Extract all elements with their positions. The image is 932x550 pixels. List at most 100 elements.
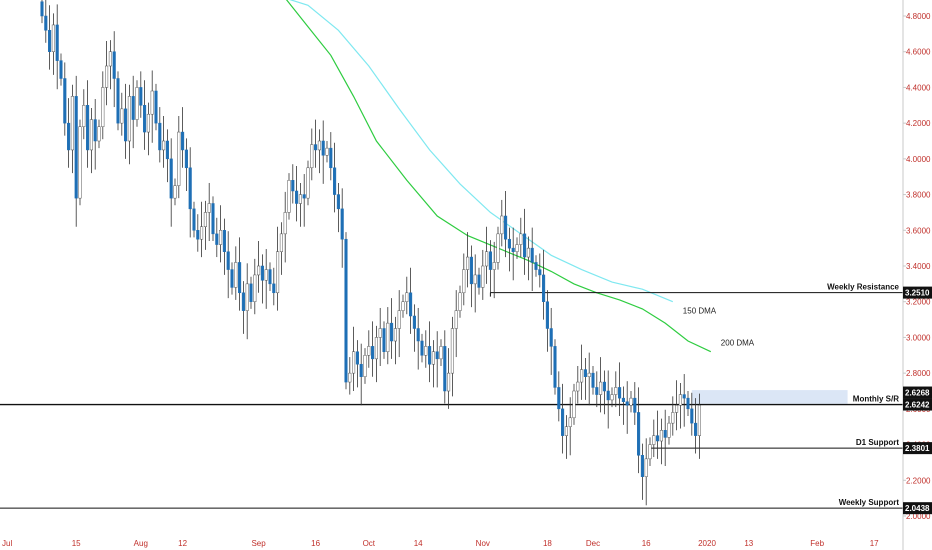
- price-tick-label: 2.8000: [906, 369, 931, 378]
- candle-body: [640, 455, 644, 477]
- time-tick-label: Aug: [134, 539, 148, 548]
- candle-body: [542, 274, 546, 302]
- candle-body: [230, 269, 234, 288]
- candle-body: [44, 15, 48, 31]
- level-label: Weekly Resistance: [827, 283, 899, 292]
- candle-body: [526, 247, 530, 258]
- candle-body: [507, 238, 511, 249]
- candle-body: [485, 251, 489, 267]
- level-label: Weekly Support: [839, 498, 900, 507]
- candle-body: [260, 265, 264, 281]
- candle-body: [188, 167, 192, 210]
- candle-body: [378, 328, 382, 338]
- candle-body: [553, 346, 557, 388]
- time-tick-label: 12: [178, 539, 187, 548]
- candle-body: [583, 369, 587, 377]
- candle-body: [545, 301, 549, 329]
- price-tick-label: 2.0000: [906, 512, 931, 521]
- time-tick-label: Dec: [586, 539, 600, 548]
- time-tick-label: Feb: [810, 539, 824, 548]
- candle-body: [165, 140, 169, 160]
- candle-body: [67, 122, 71, 151]
- candle-body: [576, 381, 580, 392]
- candle-body: [295, 190, 299, 204]
- price-tick-label: 3.0000: [906, 333, 931, 342]
- candle-body: [74, 96, 78, 199]
- time-axis[interactable]: Jul 15 Aug 12 Sep 16 Oct 14 Nov 18 Dec 16 2020 13 Feb 1…: [2, 539, 879, 548]
- candle-body: [697, 405, 701, 436]
- candle-body: [678, 394, 682, 406]
- candle-body: [234, 262, 238, 288]
- candle-body: [549, 328, 553, 347]
- candle-body: [352, 351, 356, 374]
- moving-average-layer: 150 DMA 200 DMA: [285, 0, 755, 353]
- candle-body: [124, 108, 128, 142]
- current-price-badge-text: 2.6268: [905, 389, 930, 398]
- candle-body: [610, 394, 614, 401]
- candle-body: [97, 126, 101, 142]
- candle-body: [371, 346, 375, 360]
- candle-body: [458, 292, 462, 311]
- candle-body: [424, 346, 428, 356]
- ma-200-label: 200 DMA: [721, 339, 755, 348]
- candle-body: [112, 51, 116, 79]
- candle-body: [105, 65, 109, 88]
- candle-body: [409, 292, 413, 317]
- candle-body: [500, 215, 504, 235]
- candle-body: [139, 87, 143, 106]
- candle-body: [101, 87, 105, 127]
- level-badge-text: 2.0438: [905, 504, 930, 513]
- candle-body: [89, 119, 93, 151]
- level-label: Monthly S/R: [853, 395, 899, 404]
- candle-body: [146, 113, 150, 133]
- candle-body: [177, 131, 181, 186]
- candle-body: [264, 269, 268, 281]
- plot-area: 150 DMA 200 DMA Weekly Resistance Monthly …: [0, 0, 903, 509]
- price-tick-label: 3.6000: [906, 226, 931, 235]
- candle-body: [249, 283, 253, 302]
- candle-body: [162, 140, 166, 151]
- candle-body: [568, 417, 572, 427]
- level-badge-text: 2.6242: [905, 401, 930, 410]
- candle-body: [382, 328, 386, 352]
- time-tick-label: Oct: [363, 539, 376, 548]
- candle-body: [686, 397, 690, 410]
- candle-body: [462, 269, 466, 294]
- candle-body: [690, 408, 694, 424]
- price-axis[interactable]: 2.00002.20002.40002.60002.80003.00003.20…: [902, 0, 932, 550]
- candle-body: [291, 180, 295, 192]
- candle-body: [207, 203, 211, 213]
- candle-body: [450, 328, 454, 374]
- level-badge-text: 2.3801: [905, 444, 930, 453]
- time-tick-label: Sep: [251, 539, 266, 548]
- time-tick-label: 14: [414, 539, 423, 548]
- level-badge: [903, 286, 932, 299]
- candle-body: [127, 96, 131, 142]
- candle-body: [431, 351, 435, 365]
- candle-body: [302, 194, 306, 199]
- candle-body: [374, 337, 378, 360]
- candle-body: [621, 397, 625, 402]
- candle-body: [659, 430, 663, 442]
- candle-body: [306, 167, 310, 199]
- price-tick-label: 4.4000: [906, 83, 931, 92]
- candle-body: [534, 262, 538, 270]
- candle-body: [519, 233, 523, 245]
- candle-body: [279, 233, 283, 252]
- candle-body: [428, 346, 432, 365]
- candle-body: [439, 346, 443, 360]
- candle-body: [283, 212, 287, 235]
- candle-body: [93, 119, 97, 142]
- candle-body: [329, 147, 333, 169]
- candle-body: [154, 90, 158, 124]
- candle-body: [310, 144, 314, 169]
- candle-body: [63, 78, 67, 124]
- candle-body: [606, 390, 610, 401]
- candle-body: [496, 233, 500, 263]
- time-tick-label: 17: [870, 539, 879, 548]
- candle-body: [629, 397, 633, 406]
- ma-150-line: [289, 0, 674, 303]
- candle-body: [169, 158, 173, 199]
- candle-body: [131, 96, 135, 120]
